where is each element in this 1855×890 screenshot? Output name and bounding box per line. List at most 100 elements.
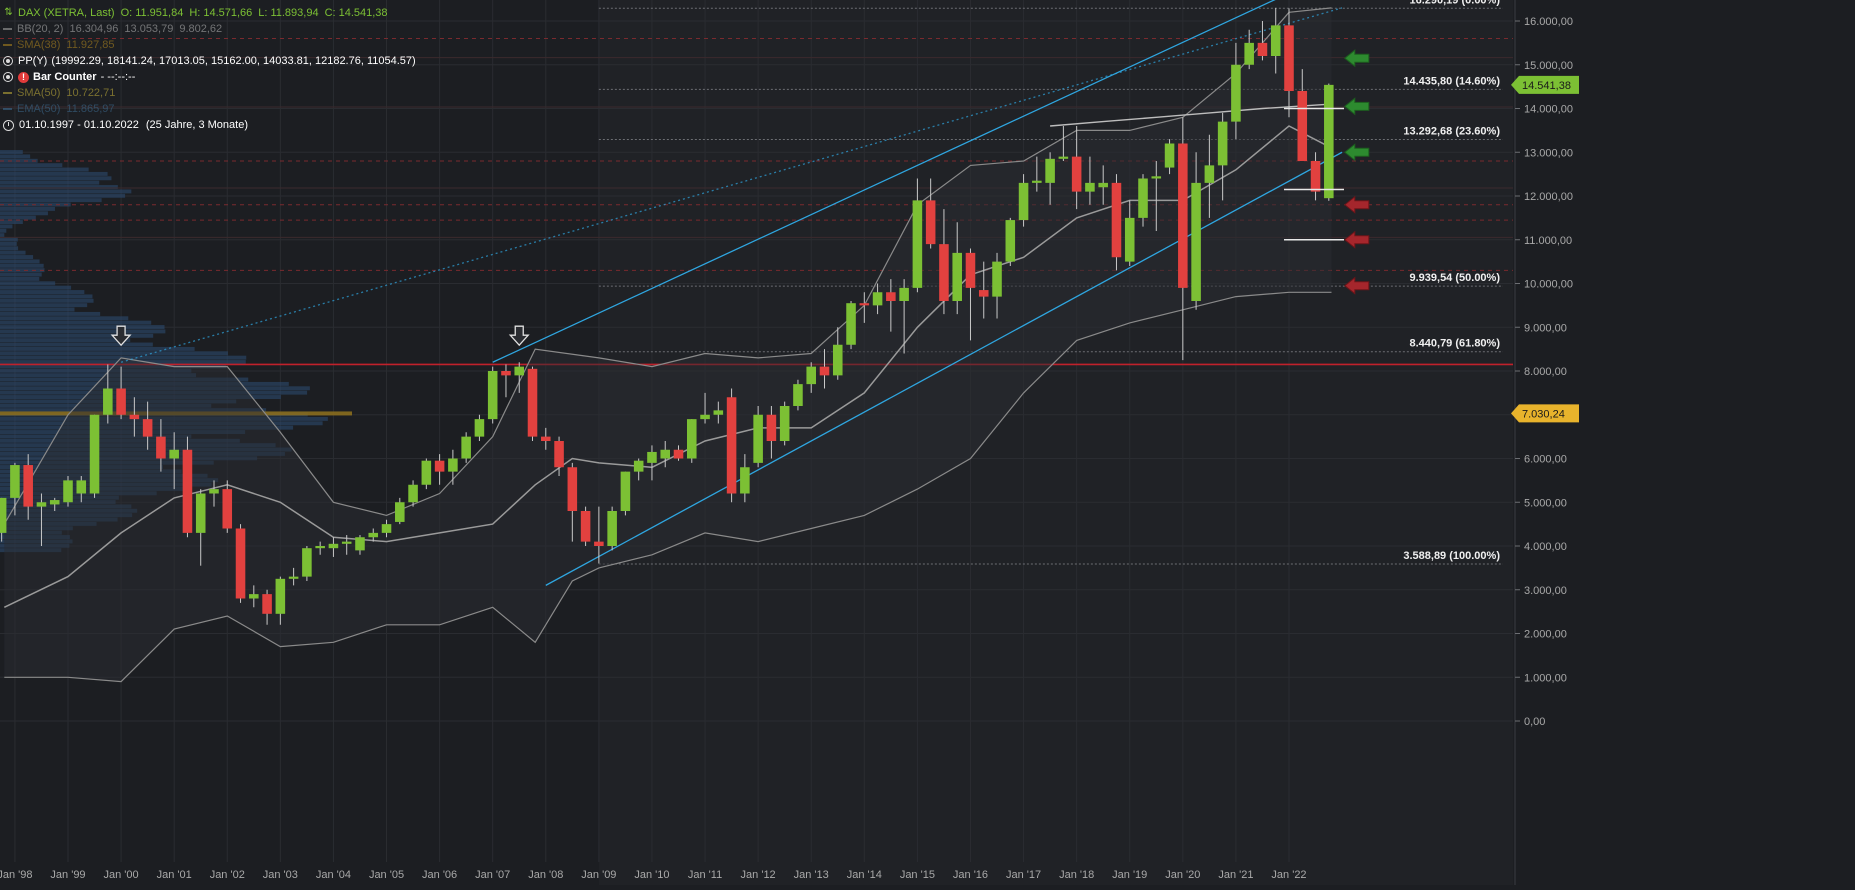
green-arrow-icon[interactable] xyxy=(1344,49,1370,68)
red-arrow-icon[interactable] xyxy=(1344,276,1370,295)
candle-down[interactable] xyxy=(1071,156,1082,192)
candle-up[interactable] xyxy=(633,460,644,472)
channel-lower-line[interactable] xyxy=(545,151,1343,586)
legend-ema50[interactable]: EMA(50) 11.865,97 xyxy=(3,101,416,117)
candle-up[interactable] xyxy=(103,388,113,415)
candle-up[interactable] xyxy=(1005,220,1016,262)
candle-down[interactable] xyxy=(541,436,551,441)
candle-down[interactable] xyxy=(1111,182,1122,258)
candle-up[interactable] xyxy=(89,414,100,494)
candle-up[interactable] xyxy=(368,532,379,538)
candle-up[interactable] xyxy=(700,414,710,420)
candle-up[interactable] xyxy=(1191,182,1201,301)
candle-up[interactable] xyxy=(992,261,1002,297)
candle-up[interactable] xyxy=(395,502,405,522)
candle-up[interactable] xyxy=(1098,182,1108,188)
candle-up[interactable] xyxy=(49,500,60,505)
candle-up[interactable] xyxy=(63,480,73,503)
candle-down[interactable] xyxy=(23,465,33,507)
candle-up[interactable] xyxy=(461,436,471,459)
bollinger-lower-line[interactable] xyxy=(4,291,1332,683)
candle-up[interactable] xyxy=(421,460,432,485)
price-axis[interactable] xyxy=(1515,0,1855,885)
legend-pivot-points[interactable]: PP(Y) (19992.29, 18141.24, 17013.05, 151… xyxy=(3,53,416,69)
candle-down[interactable] xyxy=(142,419,153,437)
candle-down[interactable] xyxy=(673,449,684,459)
candle-up[interactable] xyxy=(806,366,816,385)
candle-up[interactable] xyxy=(647,451,657,463)
candle-down[interactable] xyxy=(567,467,578,511)
red-arrow-icon[interactable] xyxy=(1344,195,1370,214)
candle-up[interactable] xyxy=(740,467,750,494)
candle-up[interactable] xyxy=(1204,165,1215,183)
candle-down[interactable] xyxy=(580,511,591,542)
candle-up[interactable] xyxy=(952,252,962,301)
candle-down[interactable] xyxy=(1284,25,1294,91)
marker-level-badge[interactable] xyxy=(1511,404,1579,423)
candle-down[interactable] xyxy=(222,489,233,529)
candle-up[interactable] xyxy=(1124,217,1135,262)
candle-up[interactable] xyxy=(832,344,843,376)
red-arrow-icon[interactable] xyxy=(1344,230,1370,249)
candle-down[interactable] xyxy=(886,292,896,301)
candle-up[interactable] xyxy=(355,537,365,551)
channel-dotted-line[interactable] xyxy=(120,7,1343,363)
legend-sma50[interactable]: SMA(50) 10.722,71 xyxy=(3,85,416,101)
candle-up[interactable] xyxy=(275,578,286,614)
last-price-badge[interactable] xyxy=(1511,75,1579,94)
candle-down[interactable] xyxy=(978,290,989,297)
candle-down[interactable] xyxy=(116,388,126,415)
candle-up[interactable] xyxy=(1085,182,1095,192)
sma38-line[interactable] xyxy=(1050,103,1332,127)
candle-down[interactable] xyxy=(235,528,246,599)
candle-down[interactable] xyxy=(819,366,830,376)
candle-down[interactable] xyxy=(554,441,564,468)
candle-up[interactable] xyxy=(1151,176,1162,179)
candle-down[interactable] xyxy=(1310,161,1321,192)
candle-down[interactable] xyxy=(501,371,511,376)
candle-up[interactable] xyxy=(315,546,325,549)
candle-up[interactable] xyxy=(1164,143,1175,168)
candle-up[interactable] xyxy=(302,548,312,577)
candle-up[interactable] xyxy=(10,465,20,498)
candle-up[interactable] xyxy=(408,484,418,503)
candle-down[interactable] xyxy=(965,252,976,288)
candle-up[interactable] xyxy=(1217,121,1228,166)
candle-up[interactable] xyxy=(607,511,617,546)
candle-down[interactable] xyxy=(182,449,193,533)
candle-up[interactable] xyxy=(620,471,631,511)
candle-up[interactable] xyxy=(713,410,724,415)
candle-down[interactable] xyxy=(1257,42,1268,56)
candle-up[interactable] xyxy=(514,366,525,376)
candle-up[interactable] xyxy=(1138,178,1148,218)
candle-down[interactable] xyxy=(594,541,604,546)
candle-up[interactable] xyxy=(660,449,671,459)
candle-up[interactable] xyxy=(474,419,485,437)
candle-up[interactable] xyxy=(288,576,299,579)
down-arrow-icon[interactable] xyxy=(110,325,132,347)
candle-up[interactable] xyxy=(1270,25,1281,56)
legend-bar-counter[interactable]: ! Bar Counter - --:--:-- xyxy=(3,69,416,85)
candle-up[interactable] xyxy=(195,493,206,533)
candle-up[interactable] xyxy=(328,543,339,549)
candle-down[interactable] xyxy=(262,594,272,614)
candle-down[interactable] xyxy=(527,368,538,437)
candle-up[interactable] xyxy=(249,594,259,599)
candle-up[interactable] xyxy=(912,200,923,288)
candle-up[interactable] xyxy=(1244,42,1254,65)
candle-down[interactable] xyxy=(434,460,445,472)
candle-down[interactable] xyxy=(1297,91,1308,161)
candle-up[interactable] xyxy=(872,292,883,306)
candle-down[interactable] xyxy=(939,244,949,301)
legend-main-series[interactable]: ⇅ DAX (XETRA, Last) O: 11.951,84 H: 14.5… xyxy=(4,7,388,19)
candle-up[interactable] xyxy=(341,541,352,544)
down-arrow-icon[interactable] xyxy=(508,325,530,347)
candle-down[interactable] xyxy=(859,303,870,306)
candle-down[interactable] xyxy=(1178,143,1188,288)
candle-up[interactable] xyxy=(686,419,697,459)
candle-up[interactable] xyxy=(793,384,803,406)
legend-date-range[interactable]: 01.10.1997 - 01.10.2022 (25 Jahre, 3 Mon… xyxy=(3,117,416,133)
candle-down[interactable] xyxy=(129,414,140,420)
